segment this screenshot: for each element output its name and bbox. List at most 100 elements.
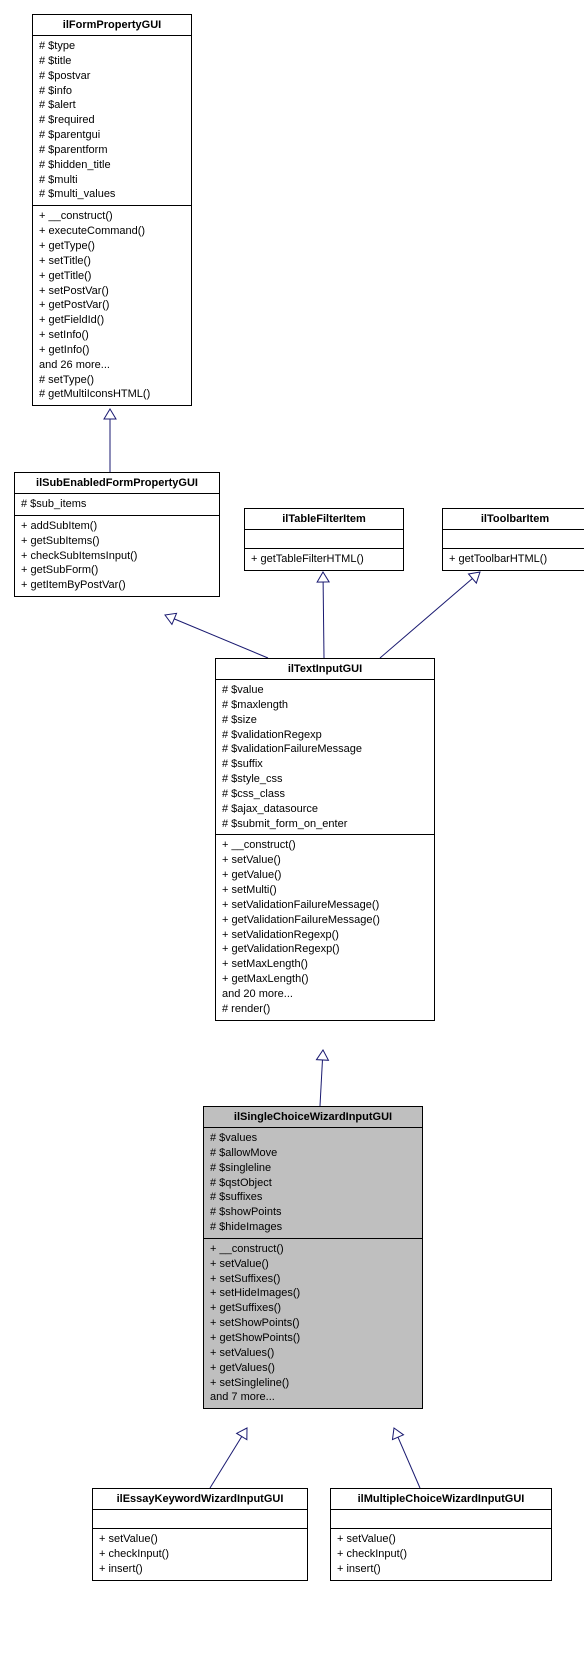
class-operations: + __construct()+ setValue()+ setSuffixes… [204,1239,422,1408]
op-row: + executeCommand() [39,224,185,239]
op-row: + __construct() [210,1242,416,1257]
class-ilEssayKeywordWizardInputGUI: ilEssayKeywordWizardInputGUI + setValue(… [92,1488,308,1581]
class-attributes: # $sub_items [15,494,219,516]
attr-row: # $size [222,713,428,728]
class-operations: + getToolbarHTML() [443,549,584,570]
op-row: + getType() [39,239,185,254]
class-ilToolbarItem: ilToolbarItem + getToolbarHTML() [442,508,584,571]
attr-row: # $postvar [39,69,185,84]
attr-row: # $alert [39,98,185,113]
op-row: # setType() [39,373,185,388]
op-row: + getSubItems() [21,534,213,549]
op-row: + insert() [337,1562,545,1577]
class-attributes [93,1510,307,1529]
class-attributes [443,530,584,549]
class-operations: + __construct()+ setValue()+ getValue()+… [216,835,434,1019]
op-row: + getToolbarHTML() [449,552,581,567]
op-row: + getMaxLength() [222,972,428,987]
attr-row: # $suffix [222,757,428,772]
op-row: and 20 more... [222,987,428,1002]
op-row: + setValues() [210,1346,416,1361]
attr-row: # $submit_form_on_enter [222,817,428,832]
attr-row: # $values [210,1131,416,1146]
op-row: + setValidationRegexp() [222,928,428,943]
class-operations: + __construct()+ executeCommand()+ getTy… [33,206,191,405]
op-row: + __construct() [222,838,428,853]
op-row: + insert() [99,1562,301,1577]
attr-row: # $parentgui [39,128,185,143]
class-attributes [245,530,403,549]
attr-row: # $info [39,84,185,99]
op-row: + getShowPoints() [210,1331,416,1346]
class-ilFormPropertyGUI: ilFormPropertyGUI# $type# $title# $postv… [32,14,192,406]
class-ilTextInputGUI: ilTextInputGUI# $value# $maxlength# $siz… [215,658,435,1021]
op-row: + checkSubItemsInput() [21,549,213,564]
op-row: and 7 more... [210,1390,416,1405]
class-ilSubEnabledFormPropertyGUI: ilSubEnabledFormPropertyGUI # $sub_items +… [14,472,220,597]
op-row: + setSingleline() [210,1376,416,1391]
class-attributes: # $type# $title# $postvar# $info# $alert… [33,36,191,206]
attr-row: # $sub_items [21,497,213,512]
op-row: # getMultiIconsHTML() [39,387,185,402]
attr-row: # $parentform [39,143,185,158]
op-row: + setValidationFailureMessage() [222,898,428,913]
attr-row: # $ajax_datasource [222,802,428,817]
class-operations: + setValue()+ checkInput()+ insert() [331,1529,551,1580]
class-title: ilSubEnabledFormPropertyGUI [15,473,219,494]
attr-row: # $allowMove [210,1146,416,1161]
class-ilMultipleChoiceWizardInputGUI: ilMultipleChoiceWizardInputGUI + setValu… [330,1488,552,1581]
attr-row: # $maxlength [222,698,428,713]
attr-row: # $css_class [222,787,428,802]
attr-row: # $showPoints [210,1205,416,1220]
op-row: + getPostVar() [39,298,185,313]
class-title: ilTextInputGUI [216,659,434,680]
op-row: + setValue() [337,1532,545,1547]
op-row: + setMaxLength() [222,957,428,972]
op-row: + setValue() [99,1532,301,1547]
op-row: + setValue() [210,1257,416,1272]
op-row: + __construct() [39,209,185,224]
op-row: + getFieldId() [39,313,185,328]
class-title: ilMultipleChoiceWizardInputGUI [331,1489,551,1510]
op-row: + setHideImages() [210,1286,416,1301]
attr-row: # $hideImages [210,1220,416,1235]
class-title: ilEssayKeywordWizardInputGUI [93,1489,307,1510]
class-ilTableFilterItem: ilTableFilterItem + getTableFilterHTML() [244,508,404,571]
op-row: + getTableFilterHTML() [251,552,397,567]
class-ilSingleChoiceWizardInputGUI: ilSingleChoiceWizardInputGUI# $values# $… [203,1106,423,1409]
attr-row: # $multi [39,173,185,188]
attr-row: # $required [39,113,185,128]
class-attributes: # $value# $maxlength# $size# $validation… [216,680,434,835]
op-row: + getItemByPostVar() [21,578,213,593]
op-row: # render() [222,1002,428,1017]
op-row: + getTitle() [39,269,185,284]
attr-row: # $multi_values [39,187,185,202]
class-attributes [331,1510,551,1529]
class-title: ilSingleChoiceWizardInputGUI [204,1107,422,1128]
attr-row: # $qstObject [210,1176,416,1191]
attr-row: # $suffixes [210,1190,416,1205]
attr-row: # $hidden_title [39,158,185,173]
attr-row: # $type [39,39,185,54]
op-row: + getInfo() [39,343,185,358]
attr-row: # $validationRegexp [222,728,428,743]
op-row: + setSuffixes() [210,1272,416,1287]
op-row: + setMulti() [222,883,428,898]
attr-row: # $validationFailureMessage [222,742,428,757]
class-attributes: # $values# $allowMove# $singleline# $qst… [204,1128,422,1239]
op-row: + checkInput() [337,1547,545,1562]
class-title: ilTableFilterItem [245,509,403,530]
class-operations: + addSubItem()+ getSubItems()+ checkSubI… [15,516,219,596]
op-row: + setValue() [222,853,428,868]
op-row: + setPostVar() [39,284,185,299]
attr-row: # $style_css [222,772,428,787]
op-row: + getSubForm() [21,563,213,578]
attr-row: # $title [39,54,185,69]
op-row: + getValidationRegexp() [222,942,428,957]
class-title: ilFormPropertyGUI [33,15,191,36]
class-operations: + setValue()+ checkInput()+ insert() [93,1529,307,1580]
op-row: + getValue() [222,868,428,883]
attr-row: # $singleline [210,1161,416,1176]
op-row: + setShowPoints() [210,1316,416,1331]
op-row: + setTitle() [39,254,185,269]
